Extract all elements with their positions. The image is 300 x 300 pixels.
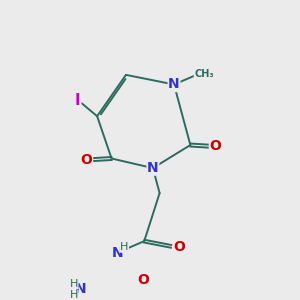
Text: O: O bbox=[137, 273, 149, 286]
Text: O: O bbox=[81, 153, 92, 167]
Text: N: N bbox=[112, 246, 123, 260]
Text: H: H bbox=[120, 242, 128, 252]
Text: CH₃: CH₃ bbox=[194, 70, 214, 80]
Text: O: O bbox=[209, 139, 221, 153]
Text: N: N bbox=[75, 282, 87, 296]
Text: H: H bbox=[70, 279, 78, 289]
Text: O: O bbox=[173, 240, 185, 254]
Text: N: N bbox=[168, 77, 180, 92]
Text: N: N bbox=[147, 161, 159, 175]
Text: I: I bbox=[75, 93, 81, 108]
Text: H: H bbox=[70, 290, 78, 300]
